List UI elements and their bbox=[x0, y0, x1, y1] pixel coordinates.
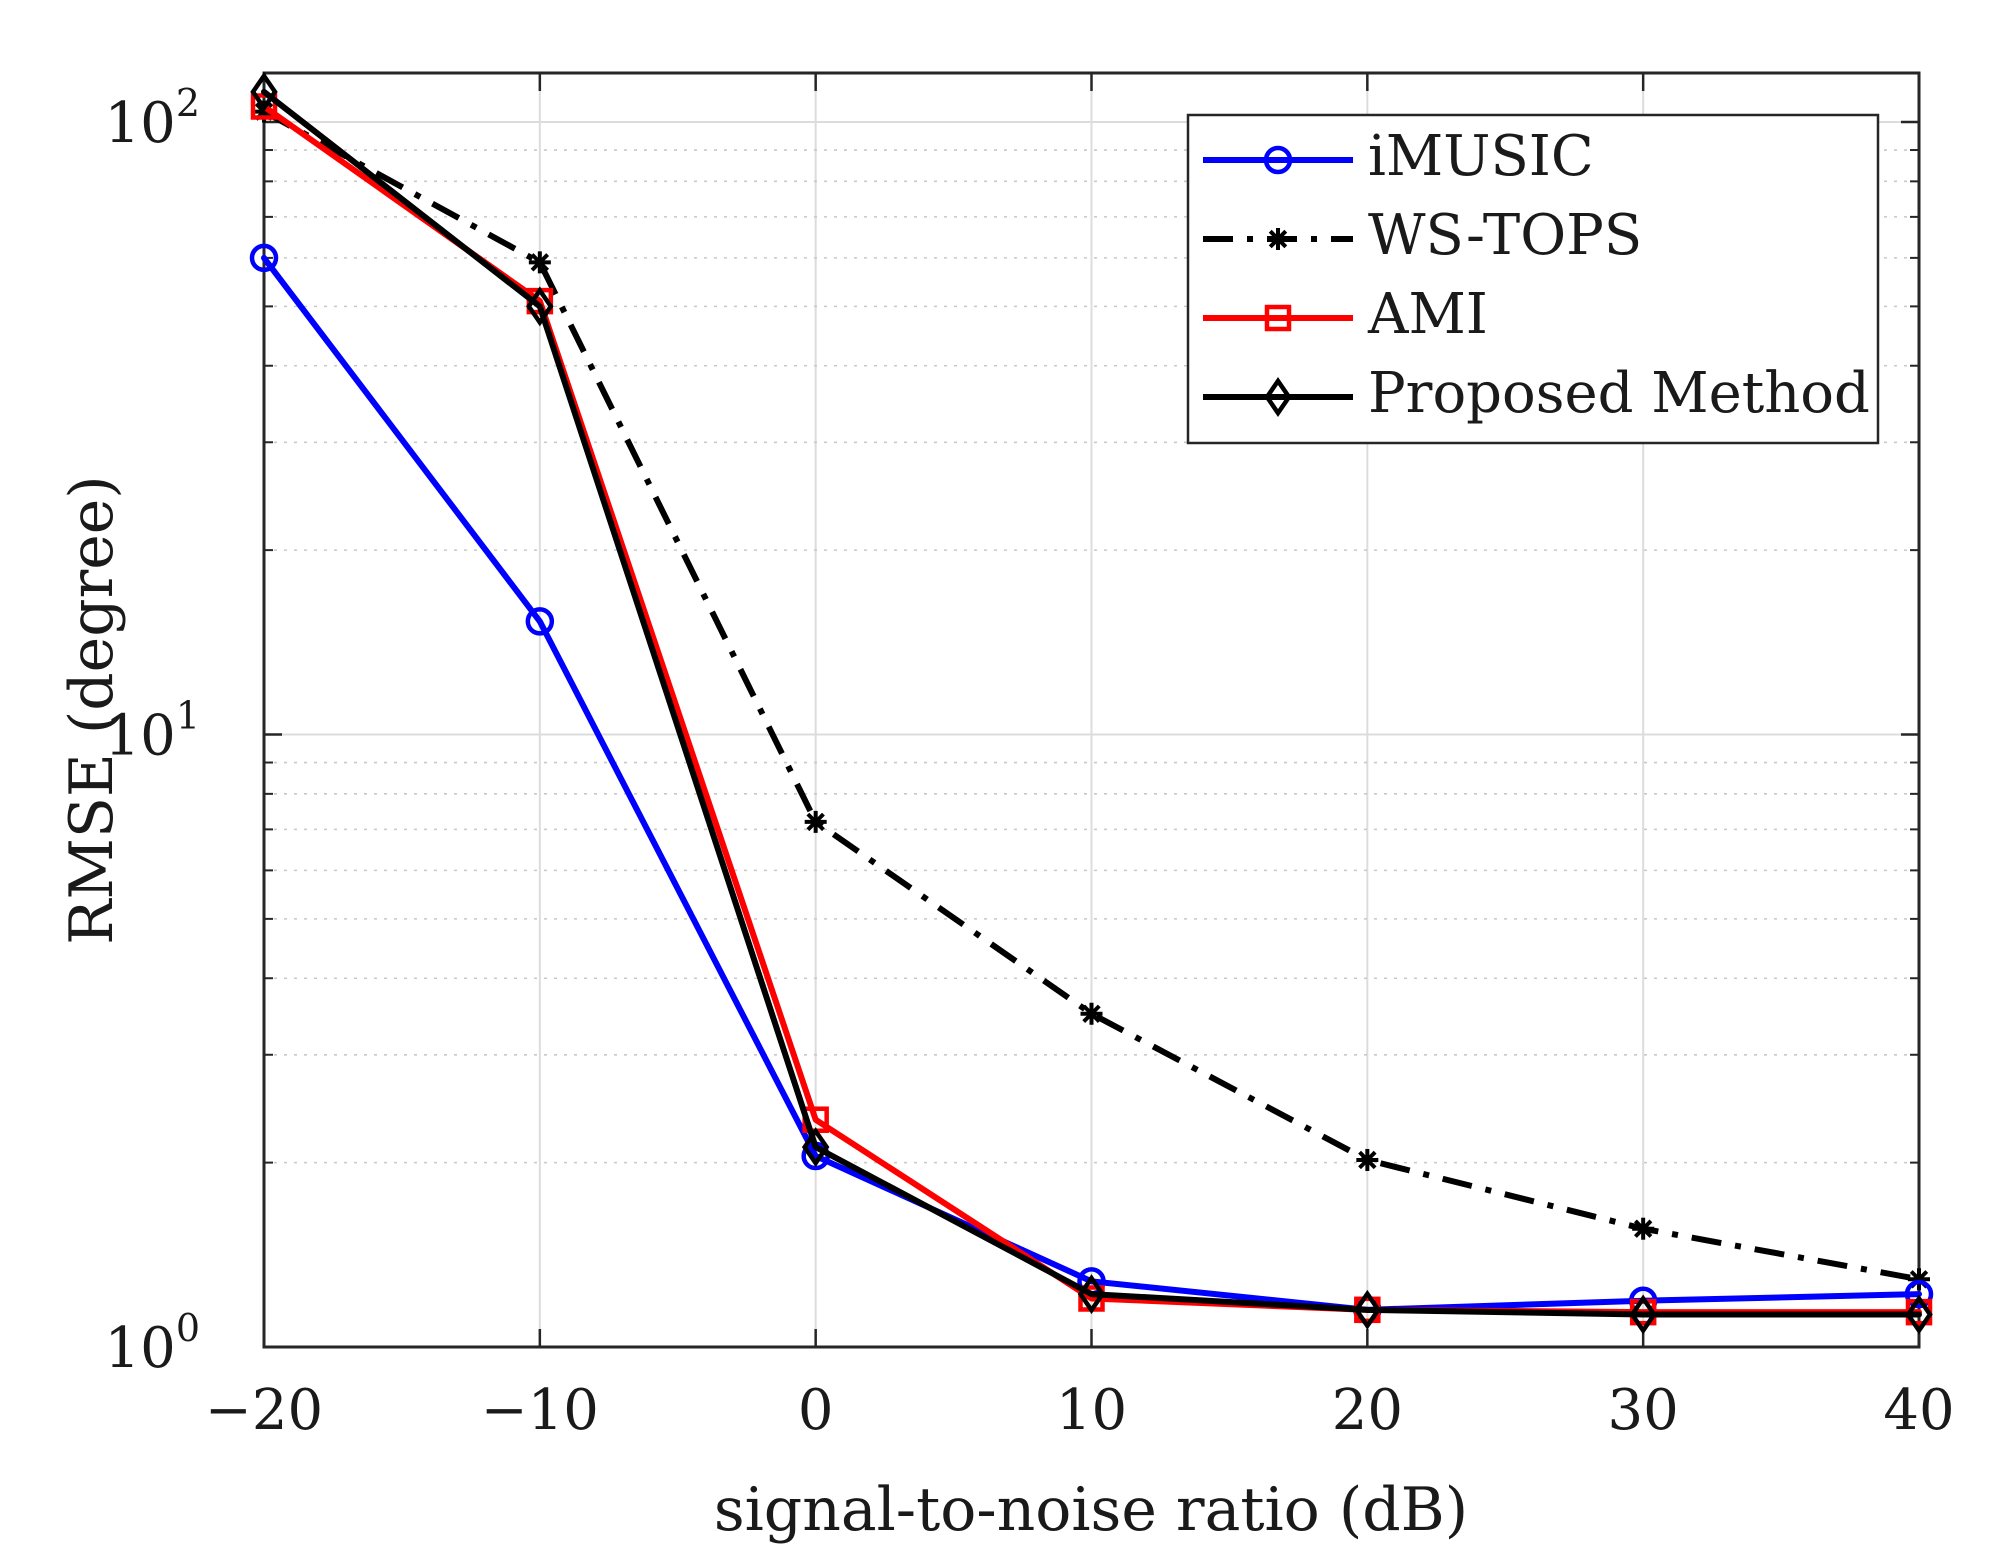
x-tick-label: 0 bbox=[798, 1378, 834, 1443]
asterisk-stroke bbox=[806, 812, 825, 832]
legend-entry-proposed-method: Proposed Method bbox=[1203, 361, 1870, 426]
legend-label-ws-tops: WS-TOPS bbox=[1368, 203, 1642, 268]
x-tick-label: 40 bbox=[1883, 1378, 1954, 1443]
legend-label-proposed-method: Proposed Method bbox=[1368, 361, 1870, 426]
data-point bbox=[1080, 1002, 1103, 1025]
data-point bbox=[1356, 1148, 1379, 1171]
data-point bbox=[526, 286, 554, 327]
data-point bbox=[801, 1127, 830, 1168]
x-tick-label: −10 bbox=[481, 1378, 599, 1443]
x-tick-label: 20 bbox=[1332, 1378, 1403, 1443]
x-tick-label: −20 bbox=[205, 1378, 323, 1443]
legend-label-imusic: iMUSIC bbox=[1368, 124, 1594, 189]
legend-swatch-imusic bbox=[1203, 145, 1353, 175]
data-point bbox=[249, 243, 279, 273]
x-axis-label: signal-to-noise ratio (dB) bbox=[714, 1475, 1468, 1545]
x-tick-label: 10 bbox=[1056, 1378, 1127, 1443]
axis-ticks bbox=[262, 73, 1921, 1349]
data-point bbox=[1263, 145, 1293, 175]
data-point bbox=[1264, 304, 1292, 332]
legend-label-ami: AMI bbox=[1367, 282, 1488, 347]
asterisk-stroke bbox=[530, 253, 550, 272]
x-tick-label: 30 bbox=[1608, 1378, 1679, 1443]
x-tick-labels: −20 −10 0 10 20 30 40 bbox=[205, 1378, 1955, 1443]
y-tick-label: 102 bbox=[105, 81, 200, 156]
data-point bbox=[525, 607, 555, 636]
legend-swatch-proposed-method bbox=[1203, 377, 1353, 417]
legend-swatch-ami bbox=[1203, 304, 1353, 332]
data-series bbox=[249, 71, 1934, 1335]
y-tick-label: 101 bbox=[105, 694, 200, 769]
series-proposed-method bbox=[250, 71, 1933, 1335]
legend-entry-imusic: iMUSIC bbox=[1203, 124, 1594, 189]
data-point bbox=[1264, 377, 1292, 417]
y-tick-label: 100 bbox=[105, 1306, 200, 1381]
data-point bbox=[1077, 1274, 1106, 1315]
legend-box bbox=[1186, 113, 1880, 445]
y-tick-labels: 100 101 102 bbox=[105, 81, 200, 1381]
data-point bbox=[1905, 1294, 1933, 1335]
legend-entry-ami: AMI bbox=[1203, 282, 1488, 347]
y-axis-label: RMSE (degree) bbox=[57, 475, 127, 944]
data-point bbox=[1353, 1289, 1382, 1330]
asterisk-stroke bbox=[1358, 1150, 1377, 1170]
legend-entry-ws-tops: WS-TOPS bbox=[1203, 203, 1642, 268]
data-point bbox=[1629, 1294, 1657, 1335]
asterisk-stroke bbox=[1268, 229, 1288, 249]
data-point bbox=[804, 810, 827, 833]
data-point bbox=[250, 71, 278, 112]
legend: iMUSIC WS-TOPS AMI Proposed Method bbox=[1186, 113, 1880, 445]
series-line-proposed-method bbox=[261, 88, 1922, 1318]
legend-swatch-ws-tops bbox=[1203, 228, 1353, 250]
data-point bbox=[1632, 1217, 1655, 1240]
data-point bbox=[528, 251, 551, 274]
data-point bbox=[1904, 1279, 1934, 1309]
data-point bbox=[1267, 228, 1289, 250]
asterisk-stroke bbox=[1633, 1219, 1653, 1238]
asterisk-stroke bbox=[1082, 1004, 1101, 1023]
